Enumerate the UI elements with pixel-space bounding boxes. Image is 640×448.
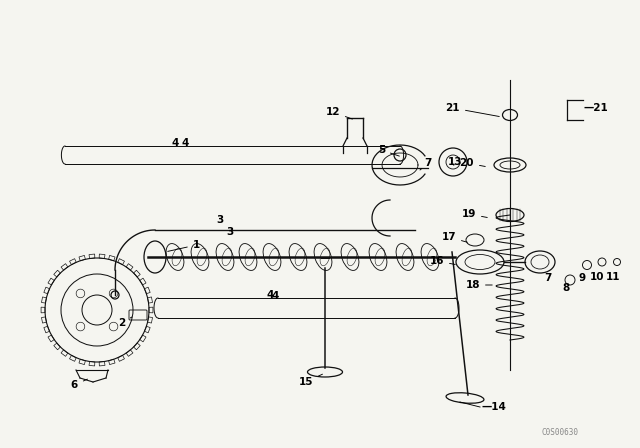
Text: 7: 7 — [420, 158, 432, 170]
Text: 5: 5 — [378, 145, 399, 156]
Text: 4: 4 — [172, 138, 179, 148]
Text: 10: 10 — [589, 272, 604, 282]
Text: 6: 6 — [71, 379, 88, 390]
Text: 19: 19 — [461, 209, 487, 219]
Text: C0S00630: C0S00630 — [541, 427, 579, 436]
Text: 12: 12 — [326, 107, 353, 119]
Text: 21: 21 — [445, 103, 499, 116]
Text: 3: 3 — [216, 215, 223, 225]
Text: 4: 4 — [181, 138, 189, 148]
Text: 11: 11 — [605, 272, 620, 282]
Text: 9: 9 — [579, 273, 586, 283]
Text: 17: 17 — [442, 232, 467, 242]
Text: 7: 7 — [544, 273, 552, 283]
Text: 18: 18 — [465, 280, 492, 290]
Text: 16: 16 — [429, 256, 455, 266]
Text: 13: 13 — [447, 157, 462, 167]
Text: 8: 8 — [563, 283, 570, 293]
Text: 20: 20 — [460, 158, 485, 168]
Text: 15: 15 — [298, 374, 323, 387]
Text: 3: 3 — [227, 227, 234, 237]
Text: 4: 4 — [271, 291, 278, 301]
Text: 2: 2 — [118, 317, 132, 328]
Text: —14: —14 — [482, 402, 507, 412]
Text: 4: 4 — [266, 290, 274, 300]
Text: 1: 1 — [168, 240, 200, 251]
Text: —21: —21 — [583, 103, 608, 113]
